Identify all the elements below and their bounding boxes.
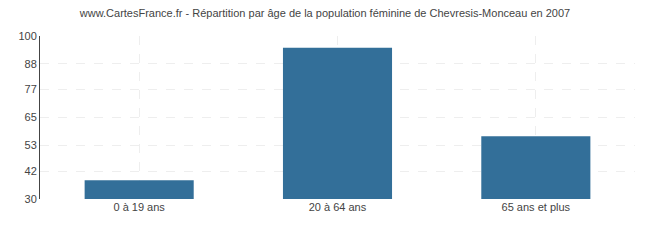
svg-text:65: 65 [25,111,37,123]
svg-text:30: 30 [25,193,37,205]
svg-text:65 ans et plus: 65 ans et plus [502,201,571,213]
svg-text:0 à 19 ans: 0 à 19 ans [113,201,165,213]
svg-text:42: 42 [25,165,37,177]
svg-text:77: 77 [25,83,37,95]
svg-text:20 à 64 ans: 20 à 64 ans [309,201,367,213]
svg-text:100: 100 [18,30,36,42]
svg-text:53: 53 [25,139,37,151]
svg-text:88: 88 [25,58,37,70]
svg-text:www.CartesFrance.fr - Répartit: www.CartesFrance.fr - Répartition par âg… [79,7,570,19]
